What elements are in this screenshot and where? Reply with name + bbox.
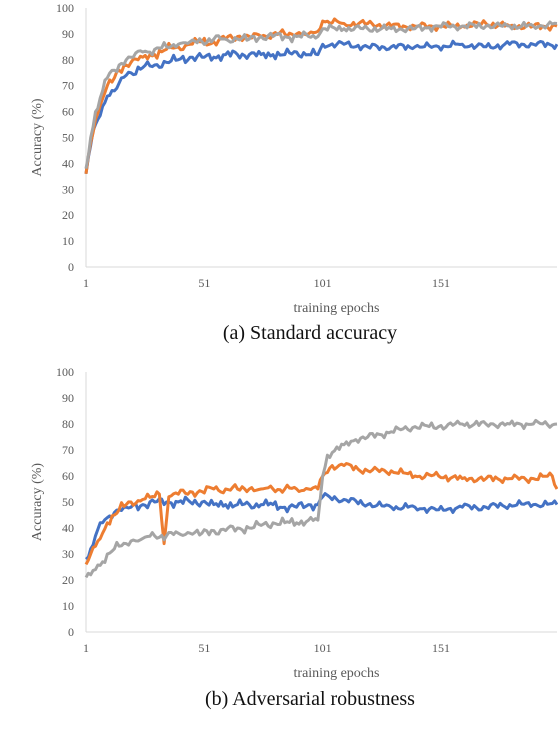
series-line (84, 20, 558, 169)
y-tick-label: 40 (62, 521, 74, 535)
series-line (84, 39, 558, 175)
chart-panel-adversarial-robustness: 0 10 20 30 40 50 60 70 80 90 100 1 51 101 151 training … (0, 362, 558, 737)
series-line (84, 492, 558, 561)
x-tick-label: 51 (198, 276, 210, 290)
y-tick-label: 60 (62, 105, 74, 119)
chart-caption: (b) Adversarial robustness (205, 688, 415, 710)
y-tick-label: 10 (62, 599, 74, 613)
x-tick-label: 151 (432, 641, 450, 655)
y-tick-label: 20 (62, 573, 74, 587)
y-tick-label: 10 (62, 234, 74, 248)
y-tick-label: 20 (62, 208, 74, 222)
series-line (84, 17, 558, 174)
y-axis-title: Accuracy (%) (30, 98, 45, 176)
x-tick-label: 1 (83, 641, 89, 655)
y-axis-title: Accuracy (%) (30, 463, 45, 541)
y-tick-label: 80 (62, 53, 74, 67)
x-tick-label: 1 (83, 276, 89, 290)
x-tick-label: 51 (198, 641, 210, 655)
y-tick-label: 30 (62, 182, 74, 196)
y-tick-label: 50 (62, 131, 74, 145)
chart-caption: (a) Standard accuracy (222, 322, 398, 344)
y-tick-label: 0 (68, 260, 74, 274)
y-tick-label: 50 (62, 495, 74, 509)
y-tick-label: 100 (56, 1, 74, 15)
y-tick-label: 60 (62, 469, 74, 483)
y-tick-label: 70 (62, 79, 74, 93)
y-tick-label: 90 (62, 391, 74, 405)
y-tick-label: 30 (62, 547, 74, 561)
y-tick-label: 90 (62, 27, 74, 41)
x-axis-title: training epochs (294, 301, 380, 316)
x-tick-label: 101 (314, 641, 332, 655)
x-axis-title: training epochs (294, 666, 380, 681)
y-tick-label: 100 (56, 365, 74, 379)
series-line (84, 418, 558, 579)
y-tick-label: 80 (62, 417, 74, 431)
y-tick-label: 0 (68, 625, 74, 639)
y-tick-label: 40 (62, 156, 74, 170)
y-tick-label: 70 (62, 443, 74, 457)
chart-panel-standard-accuracy: 0 10 20 30 40 50 60 70 80 90 100 1 51 101 151 training … (0, 0, 558, 355)
x-tick-label: 101 (314, 276, 332, 290)
x-tick-label: 151 (432, 276, 450, 290)
